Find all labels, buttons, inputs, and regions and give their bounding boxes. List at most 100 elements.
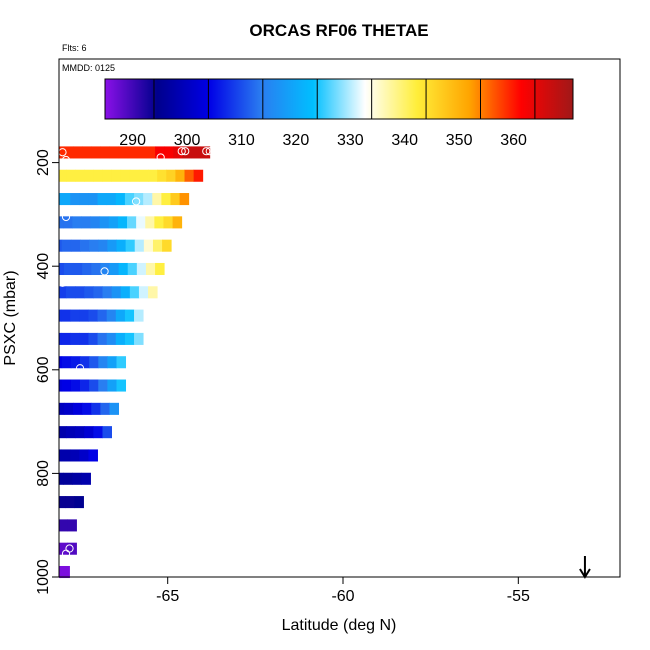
x-tick-label: -65: [156, 588, 179, 605]
heatmap-cell: [63, 472, 73, 485]
heatmap-cell: [89, 379, 99, 392]
heatmap-cell: [73, 402, 83, 415]
heatmap-cell: [79, 449, 89, 462]
heatmap-cell: [80, 356, 90, 369]
colorbar-tick-label: 340: [391, 132, 418, 149]
heatmap-cell: [84, 426, 94, 439]
heatmap-cell: [182, 146, 192, 159]
heatmap-cell: [125, 239, 136, 252]
heatmap-cell: [97, 309, 108, 322]
heatmap-cell: [106, 332, 117, 345]
heatmap-cell: [134, 332, 144, 345]
heatmap-cell: [127, 262, 138, 276]
heatmap-cell: [97, 332, 108, 345]
heatmap-cell: [138, 286, 149, 299]
heatmap-cell: [82, 402, 92, 415]
heatmap-cell: [148, 286, 158, 299]
observation-point: [205, 147, 214, 156]
heatmap-cell: [172, 216, 183, 229]
colorbar-tick-label: 360: [500, 132, 527, 149]
colorbar-tick-label: 310: [228, 132, 255, 149]
heatmap-cell: [115, 193, 126, 206]
heatmap-cell: [161, 193, 171, 206]
colorbar-tick-label: 300: [174, 132, 201, 149]
heatmap-cell: [127, 146, 138, 159]
heatmap-cell: [155, 146, 165, 159]
heatmap-cell: [59, 542, 68, 555]
heatmap-cell: [111, 286, 122, 299]
heatmap-cell: [100, 262, 110, 276]
heatmap-cell: [97, 193, 108, 206]
heatmap-cell: [136, 146, 147, 159]
heatmap-cell: [59, 449, 62, 462]
heatmap-cell: [61, 193, 71, 206]
heatmap-cell: [145, 216, 155, 229]
heatmap-cell: [91, 402, 101, 415]
heatmap-cell: [107, 356, 117, 369]
heatmap-cell: [93, 286, 103, 299]
heatmap-cell: [61, 309, 71, 322]
heatmap-cell: [143, 239, 154, 252]
heatmap-cell: [91, 146, 101, 159]
heatmap-cell: [136, 262, 147, 276]
heatmap-cell: [120, 286, 131, 299]
colorbar-tick-label: 290: [119, 132, 146, 149]
observation-point: [100, 267, 109, 276]
observation-point: [61, 557, 71, 566]
heatmap-cell: [98, 239, 108, 252]
heatmap-cell: [73, 262, 83, 276]
heatmap-cell: [145, 146, 156, 159]
heatmap-cell: [59, 239, 63, 252]
heatmap-cell: [59, 356, 63, 369]
heatmap-cell: [93, 426, 103, 439]
x-tick-label: -55: [507, 588, 530, 605]
down-arrow-icon: [579, 556, 591, 579]
y-axis-label: PSXC (mbar): [2, 270, 19, 365]
heatmap-cell: [100, 402, 110, 415]
heatmap-cell: [163, 216, 174, 229]
heatmap-cell: [120, 169, 131, 182]
heatmap-cell: [59, 496, 66, 509]
heatmap-cell: [70, 449, 80, 462]
heatmap-cell: [63, 216, 73, 229]
heatmap-cell: [70, 332, 80, 345]
heatmap-cell: [74, 496, 84, 509]
heatmap-cell: [59, 286, 67, 299]
heatmap-cell: [124, 332, 135, 345]
heatmap-cell: [136, 216, 146, 229]
heatmap-cell: [154, 216, 164, 229]
heatmap-cell: [59, 402, 65, 415]
heatmap-cell: [191, 146, 202, 159]
heatmap-cell: [116, 239, 127, 252]
heatmap-cell: [162, 239, 172, 252]
heatmap-cell: [157, 169, 167, 182]
heatmap-cell: [106, 309, 117, 322]
heatmap-cell: [117, 216, 128, 229]
heatmap-cell: [60, 565, 70, 579]
heatmap-cell: [70, 356, 81, 369]
y-tick-label: 400: [35, 253, 52, 280]
heatmap-cell: [98, 356, 108, 369]
heatmap-cell: [129, 169, 140, 182]
heatmap-cell: [152, 193, 162, 206]
heatmap-cell: [66, 286, 76, 299]
heatmap-cell: [61, 356, 72, 369]
heatmap-cell: [59, 565, 61, 579]
heatmap-cell: [75, 426, 85, 439]
heatmap-cells: [59, 146, 211, 579]
observation-point: [75, 364, 85, 373]
heatmap-cell: [84, 169, 94, 182]
heatmap-cell: [70, 193, 80, 206]
heatmap-cell: [115, 309, 126, 322]
y-tick-label: 1000: [35, 559, 52, 595]
observation-point: [181, 147, 190, 156]
date-annotation: MMDD: 0125: [62, 63, 115, 73]
heatmap-cell: [111, 169, 122, 182]
heatmap-cell: [102, 169, 112, 182]
heatmap-cell: [138, 169, 149, 182]
heatmap-cell: [164, 146, 174, 159]
heatmap-cell: [184, 169, 195, 182]
heatmap-cell: [59, 216, 64, 229]
heatmap-cell: [99, 216, 110, 229]
